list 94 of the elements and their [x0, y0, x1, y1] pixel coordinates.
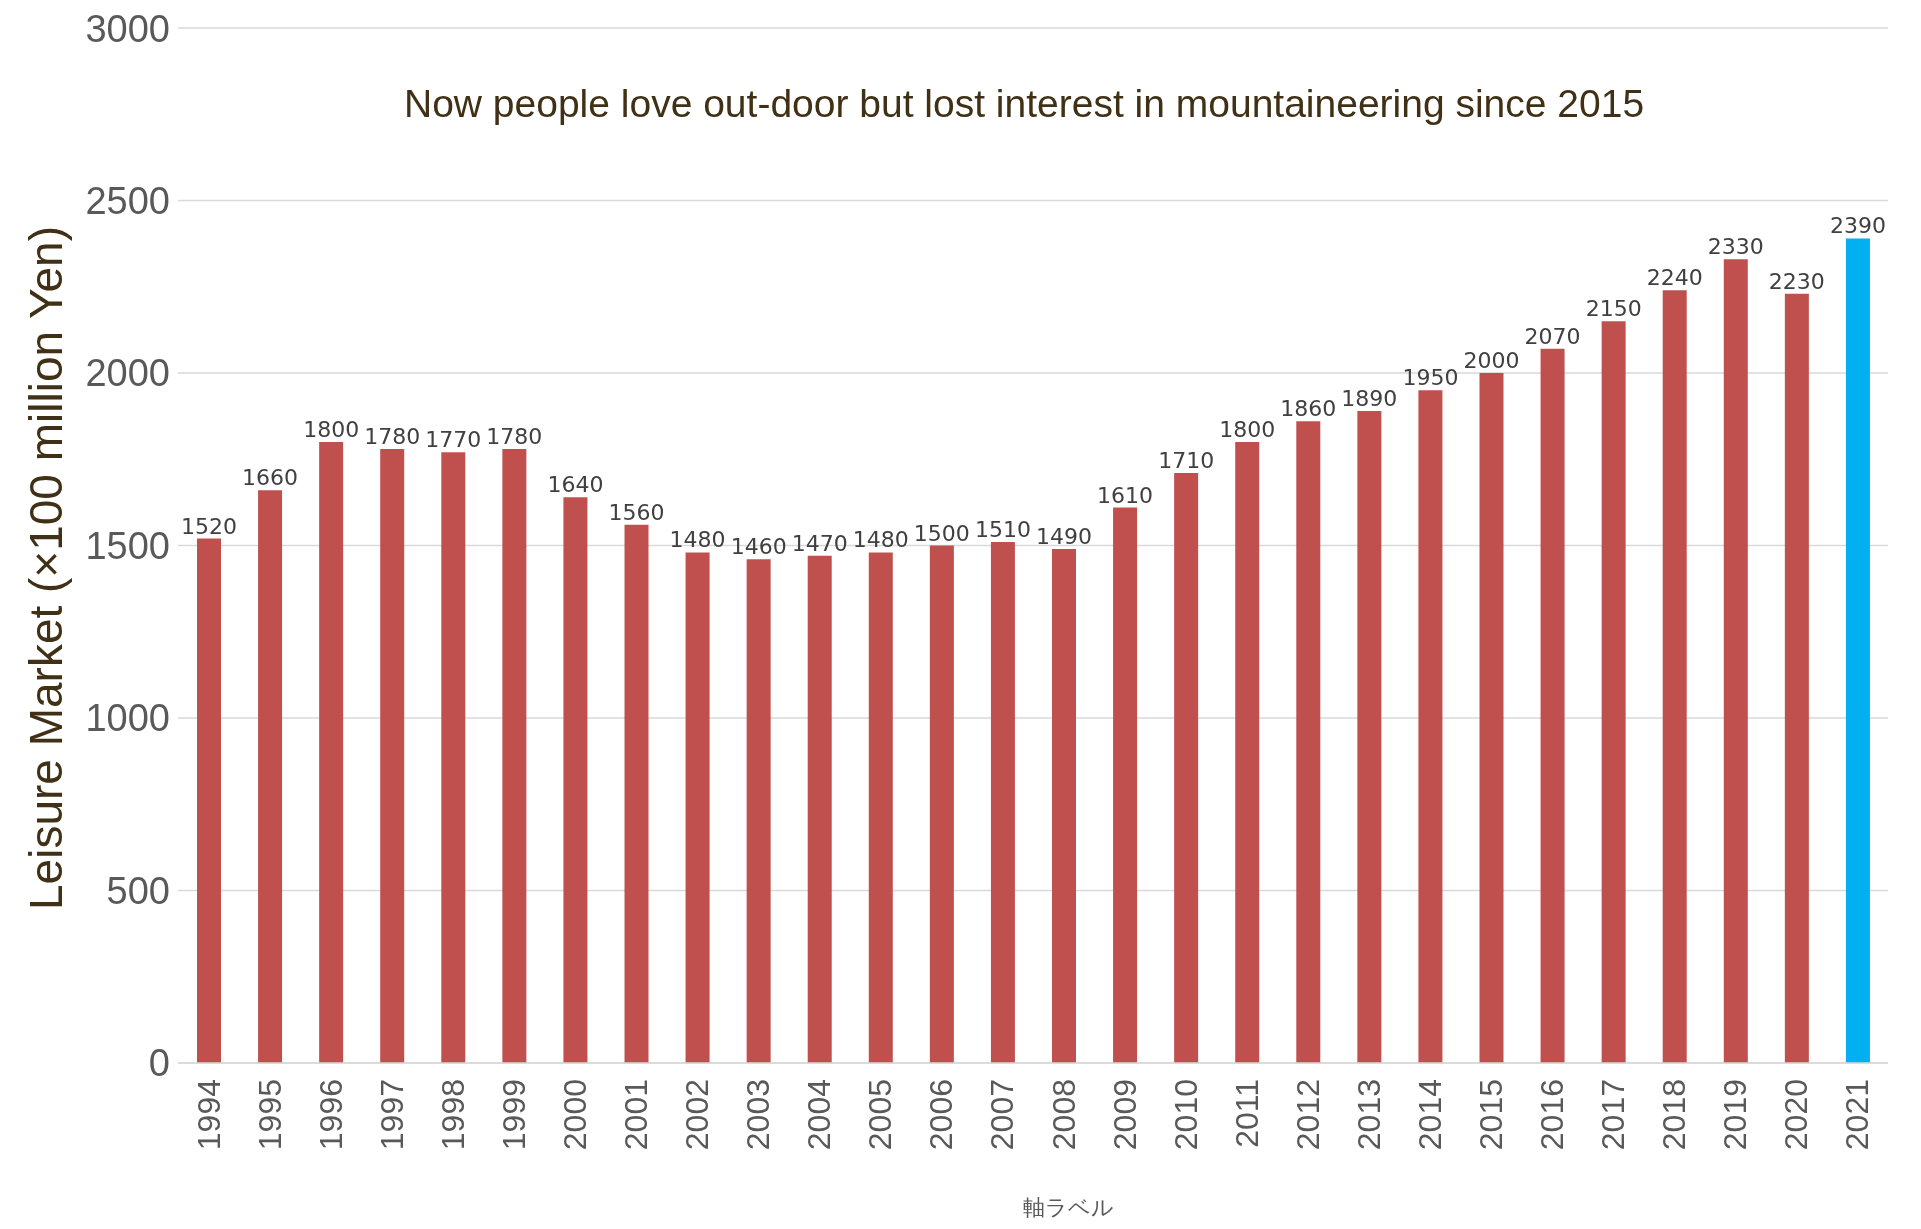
- data-label: 1470: [791, 530, 848, 556]
- x-tick-label: 2011: [1228, 1079, 1265, 1148]
- x-tick-label: 2002: [679, 1079, 716, 1151]
- bar: [380, 448, 405, 1063]
- data-label: 1480: [852, 527, 909, 553]
- bar: [1357, 410, 1382, 1063]
- x-tick-label: 2008: [1045, 1079, 1082, 1151]
- bar: [746, 559, 771, 1063]
- bar: [441, 452, 466, 1063]
- bar: [258, 490, 283, 1063]
- bar: [1418, 390, 1443, 1063]
- text: Now people love out-door but lost interest in mountaineering since 2015: [404, 82, 1645, 126]
- data-label: 1800: [1219, 417, 1276, 442]
- y-tick-label: 3000: [85, 7, 170, 50]
- data-label: 1660: [242, 465, 299, 491]
- bar: [1052, 548, 1076, 1063]
- x-tick-label: 2020: [1778, 1079, 1815, 1151]
- x-tick-label: 1994: [190, 1079, 227, 1151]
- y-tick-label: 0: [148, 1042, 170, 1085]
- x-tick-label: 2003: [740, 1079, 777, 1151]
- x-tick-label: 2015: [1473, 1079, 1510, 1151]
- data-label: 1640: [547, 472, 604, 498]
- data-label: 1860: [1280, 396, 1337, 422]
- bar: [807, 555, 832, 1063]
- x-tick-label: 2006: [923, 1079, 960, 1151]
- x-tick-label: 2010: [1167, 1079, 1204, 1151]
- x-tick-label: 1996: [312, 1079, 349, 1151]
- x-tick-label: 2009: [1106, 1079, 1143, 1151]
- x-tick-label: 2018: [1656, 1079, 1693, 1151]
- bar: [197, 538, 221, 1063]
- data-label: 2070: [1524, 323, 1581, 349]
- data-label: 1480: [669, 527, 726, 553]
- data-label: 1490: [1036, 523, 1092, 549]
- y-tick-label: 1500: [85, 524, 170, 567]
- data-label: 1780: [486, 423, 543, 449]
- x-tick-label: 1997: [373, 1079, 410, 1151]
- bar: [319, 442, 344, 1063]
- bar: [1723, 259, 1748, 1063]
- bar: [1235, 442, 1260, 1063]
- x-tick-label: 2016: [1534, 1079, 1571, 1151]
- bar: [1845, 238, 1870, 1063]
- bar: [1601, 321, 1626, 1063]
- x-tick-label: 2004: [801, 1079, 838, 1151]
- bar: [1296, 421, 1321, 1063]
- data-label: 2240: [1646, 265, 1703, 291]
- data-label: 1510: [974, 517, 1031, 543]
- x-tick-label: 2005: [862, 1079, 899, 1151]
- x-tick-label: 2017: [1595, 1079, 1632, 1151]
- data-label: 1800: [303, 417, 360, 442]
- data-label: 1770: [425, 427, 482, 453]
- x-tick-label: 2000: [556, 1079, 593, 1151]
- y-tick-label: 1000: [85, 697, 170, 740]
- bar: [502, 448, 527, 1063]
- bar: [624, 524, 649, 1063]
- data-label: 1500: [913, 520, 970, 546]
- x-tick-label: 1995: [251, 1079, 288, 1151]
- bar: [1662, 290, 1687, 1063]
- data-label: 2000: [1463, 348, 1520, 373]
- x-axis-title: 軸ラベル: [1022, 1194, 1114, 1222]
- x-tick-label: 2014: [1411, 1079, 1448, 1151]
- data-label: 1610: [1097, 482, 1154, 508]
- bar: [1479, 373, 1504, 1063]
- bar: [929, 545, 954, 1063]
- data-label: 2150: [1585, 296, 1642, 322]
- x-tick-label: 2001: [618, 1079, 655, 1151]
- x-tick-label: 1999: [495, 1079, 532, 1151]
- bar: [563, 497, 588, 1063]
- data-label: 2390: [1829, 213, 1886, 239]
- x-tick-label: 2012: [1289, 1079, 1326, 1151]
- bar: [1540, 348, 1565, 1063]
- data-label: 1950: [1402, 365, 1459, 391]
- y-axis-title: Leisure Market (×100 million Yen): [19, 226, 73, 910]
- data-label: 1710: [1158, 448, 1215, 474]
- bar: [685, 552, 710, 1063]
- x-tick-label: 1998: [434, 1079, 471, 1151]
- data-label: 1520: [181, 513, 237, 539]
- y-tick-label: 500: [106, 869, 170, 912]
- x-tick-label: 2021: [1839, 1079, 1876, 1151]
- data-label: 1890: [1341, 385, 1398, 411]
- bar: [1113, 507, 1138, 1063]
- x-tick-label: 2007: [984, 1079, 1021, 1151]
- data-label: 1560: [608, 499, 665, 525]
- y-tick-label: 2000: [85, 352, 170, 395]
- data-label: 1460: [730, 534, 787, 560]
- data-label: 2330: [1707, 234, 1764, 260]
- data-label: 2230: [1768, 268, 1825, 294]
- bar: [990, 542, 1015, 1063]
- y-tick-label: 2500: [85, 179, 170, 222]
- bar: [1784, 293, 1809, 1063]
- bar: [1174, 473, 1199, 1063]
- bar: [868, 552, 893, 1063]
- x-tick-label: 2013: [1350, 1079, 1387, 1151]
- x-tick-label: 2019: [1717, 1079, 1754, 1151]
- data-label: 1780: [364, 423, 421, 449]
